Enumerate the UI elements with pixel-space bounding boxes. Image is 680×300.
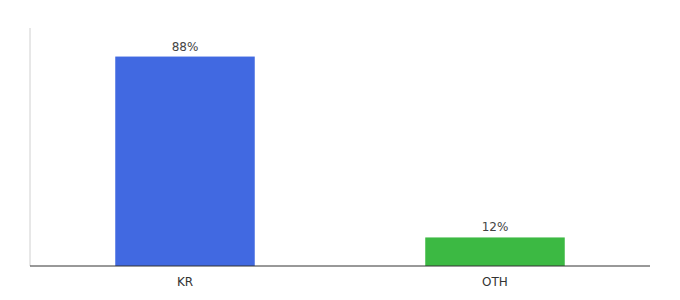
chart: 88% 12% KR OTH xyxy=(0,0,680,300)
x-tick-label: KR xyxy=(177,275,193,289)
x-axis-line xyxy=(30,266,650,267)
data-label: 88% xyxy=(172,40,199,54)
value-axis-line xyxy=(30,28,31,266)
bar xyxy=(425,237,565,266)
chart-container: 88% 12% KR OTH xyxy=(0,0,680,300)
data-label: 12% xyxy=(482,220,509,234)
bar xyxy=(115,57,255,266)
x-tick-label: OTH xyxy=(482,275,508,289)
bars xyxy=(115,57,565,266)
